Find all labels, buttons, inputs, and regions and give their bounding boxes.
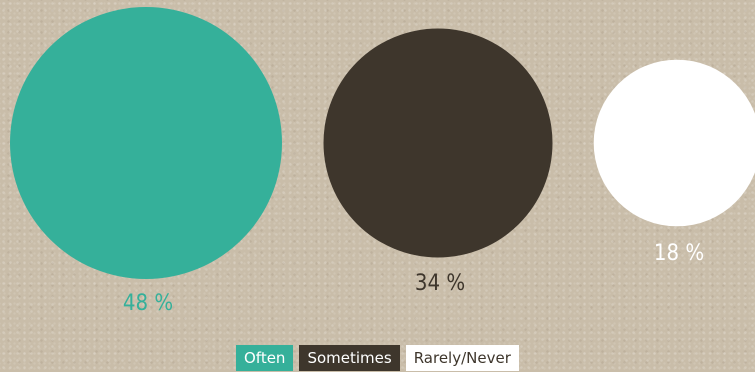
legend-label-rarely-never: Rarely/Never: [413, 349, 511, 367]
legend-item-sometimes: Sometimes: [299, 345, 400, 371]
bubble-rarely-never: [593, 59, 755, 227]
legend-label-sometimes: Sometimes: [307, 349, 392, 367]
bubble-often: [10, 7, 282, 279]
legend-item-often: Often: [236, 345, 294, 371]
legend-item-rarely-never: Rarely/Never: [405, 345, 519, 371]
value-label-sometimes: 34 %: [415, 271, 465, 296]
value-label-rarely-never: 18 %: [654, 241, 704, 266]
legend: Often Sometimes Rarely/Never: [236, 345, 525, 371]
value-label-often: 48 %: [123, 291, 173, 316]
bubble-sometimes: [323, 28, 553, 258]
legend-label-often: Often: [244, 349, 286, 367]
